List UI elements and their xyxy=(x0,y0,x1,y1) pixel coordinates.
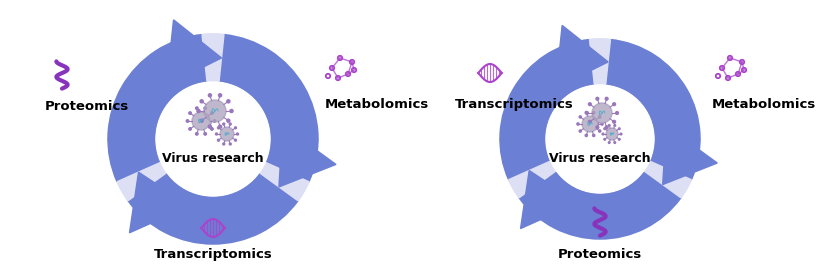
Circle shape xyxy=(619,128,620,130)
Wedge shape xyxy=(108,34,318,244)
Text: Transcriptomics: Transcriptomics xyxy=(455,98,574,111)
Circle shape xyxy=(218,139,220,141)
Wedge shape xyxy=(260,163,309,201)
Wedge shape xyxy=(605,39,700,180)
Circle shape xyxy=(223,143,225,145)
Circle shape xyxy=(186,120,189,122)
Circle shape xyxy=(585,111,589,115)
Circle shape xyxy=(602,133,604,135)
Wedge shape xyxy=(500,39,700,239)
Circle shape xyxy=(615,111,619,115)
Circle shape xyxy=(592,103,612,123)
Circle shape xyxy=(596,126,599,129)
Circle shape xyxy=(582,116,598,132)
Wedge shape xyxy=(519,171,681,239)
Circle shape xyxy=(609,142,610,143)
Circle shape xyxy=(613,120,615,123)
Circle shape xyxy=(204,100,226,122)
Circle shape xyxy=(605,126,608,129)
Circle shape xyxy=(209,94,211,97)
Circle shape xyxy=(579,116,581,118)
Circle shape xyxy=(219,125,221,128)
Text: Virus research: Virus research xyxy=(549,152,650,165)
Text: Metabolomics: Metabolomics xyxy=(712,98,817,111)
Circle shape xyxy=(589,120,591,123)
Circle shape xyxy=(227,119,230,122)
Circle shape xyxy=(593,134,595,136)
Circle shape xyxy=(613,103,615,106)
Circle shape xyxy=(589,103,591,106)
Circle shape xyxy=(223,123,225,125)
Polygon shape xyxy=(555,25,608,88)
Circle shape xyxy=(585,111,587,114)
Circle shape xyxy=(614,142,615,143)
Wedge shape xyxy=(128,173,298,244)
Circle shape xyxy=(209,125,211,128)
Circle shape xyxy=(546,85,654,193)
Polygon shape xyxy=(279,126,336,187)
Circle shape xyxy=(235,139,236,141)
Wedge shape xyxy=(108,34,207,182)
Circle shape xyxy=(195,133,198,135)
Circle shape xyxy=(218,127,220,129)
Polygon shape xyxy=(520,170,578,229)
Wedge shape xyxy=(645,161,691,198)
Circle shape xyxy=(614,125,615,126)
Polygon shape xyxy=(663,126,717,185)
Circle shape xyxy=(192,112,210,130)
Circle shape xyxy=(236,133,239,135)
Circle shape xyxy=(599,116,601,118)
Text: Proteomics: Proteomics xyxy=(558,248,642,261)
Circle shape xyxy=(220,127,234,141)
Circle shape xyxy=(195,107,198,110)
Circle shape xyxy=(213,120,215,122)
Circle shape xyxy=(189,112,191,114)
Text: Metabolomics: Metabolomics xyxy=(325,98,429,111)
Circle shape xyxy=(579,130,581,132)
Circle shape xyxy=(230,123,231,125)
Circle shape xyxy=(604,138,605,140)
Circle shape xyxy=(204,107,206,110)
Circle shape xyxy=(219,94,221,97)
Circle shape xyxy=(157,83,269,195)
Circle shape xyxy=(547,86,653,192)
Circle shape xyxy=(204,133,206,135)
Circle shape xyxy=(599,130,601,132)
Text: Proteomics: Proteomics xyxy=(45,100,129,113)
Circle shape xyxy=(585,134,587,136)
Wedge shape xyxy=(202,34,224,81)
Circle shape xyxy=(227,100,230,103)
Circle shape xyxy=(593,111,595,114)
Circle shape xyxy=(604,128,605,130)
Text: Transcriptomics: Transcriptomics xyxy=(154,248,272,261)
Circle shape xyxy=(215,133,217,135)
Circle shape xyxy=(605,97,608,100)
Wedge shape xyxy=(509,161,555,198)
Wedge shape xyxy=(500,39,595,180)
Text: Virus research: Virus research xyxy=(162,152,264,165)
Circle shape xyxy=(601,123,603,125)
Circle shape xyxy=(200,100,203,103)
Circle shape xyxy=(619,138,620,140)
Wedge shape xyxy=(219,34,318,182)
Circle shape xyxy=(620,133,622,135)
Circle shape xyxy=(235,127,236,129)
Polygon shape xyxy=(167,20,221,85)
Circle shape xyxy=(577,123,579,125)
Circle shape xyxy=(156,82,270,196)
Circle shape xyxy=(197,110,200,113)
Circle shape xyxy=(189,128,191,130)
Circle shape xyxy=(596,97,599,100)
Wedge shape xyxy=(117,163,166,201)
Circle shape xyxy=(210,128,213,130)
Wedge shape xyxy=(590,39,610,84)
Circle shape xyxy=(210,112,213,114)
Circle shape xyxy=(230,143,231,145)
Circle shape xyxy=(230,110,233,113)
Polygon shape xyxy=(129,172,190,233)
Circle shape xyxy=(606,128,618,140)
Circle shape xyxy=(609,125,610,126)
Circle shape xyxy=(200,119,203,122)
